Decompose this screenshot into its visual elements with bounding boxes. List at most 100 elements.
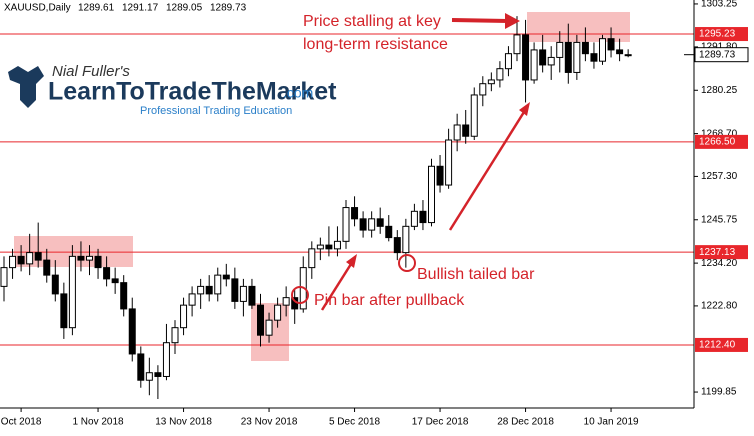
level-label-bg	[695, 245, 748, 260]
candle-body	[385, 225, 393, 239]
candle-body	[51, 274, 59, 295]
arrow-head	[505, 13, 520, 29]
candle-body	[616, 49, 624, 55]
candle-body	[504, 53, 512, 70]
candle-body	[222, 274, 230, 280]
candle-body	[214, 274, 222, 295]
candle-body	[479, 83, 487, 96]
level-label: 1266.50	[699, 137, 736, 148]
y-tick-label: 1268.70	[701, 128, 738, 139]
header: XAUUSD,Daily 1289.61 1291.17 1289.05 1289.7…	[4, 3, 247, 14]
candle-body	[590, 53, 598, 62]
candle-body	[162, 342, 170, 377]
x-tick-label: 10 Jan 2019	[584, 417, 639, 428]
x-tick-label: 28 Dec 2018	[497, 417, 554, 428]
candle-body	[154, 372, 162, 377]
candle-body	[599, 38, 606, 62]
arrow	[448, 111, 526, 231]
arrow	[320, 263, 353, 311]
candle-body	[43, 259, 51, 276]
arrow	[451, 18, 509, 23]
candle-body	[145, 372, 153, 381]
candle-body	[17, 255, 25, 265]
y-tick-label: 1234.20	[701, 258, 738, 269]
candle-body	[68, 255, 76, 329]
y-tick-label: 1222.80	[701, 301, 738, 312]
candle-body	[0, 267, 8, 287]
y-tick-label: 1280.25	[701, 85, 738, 96]
x-tick-label: 17 Dec 2018	[412, 417, 469, 428]
candle-body	[333, 240, 341, 250]
level-label: 1212.40	[699, 340, 736, 351]
candle-body	[368, 218, 376, 231]
current-price-bg	[694, 47, 749, 63]
candle-body	[530, 49, 538, 81]
y-tick-label: 1199.85	[701, 387, 737, 398]
y-tick-label: 1291.80	[701, 42, 738, 53]
x-tick-label: 13 Nov 2018	[155, 417, 212, 428]
y-tick-label: 1257.30	[701, 171, 738, 182]
candle-body	[376, 218, 384, 227]
y-tick-label: 1303.25	[701, 0, 738, 10]
candle-body	[188, 293, 196, 306]
candle-body	[111, 278, 119, 284]
candle-body	[34, 252, 42, 261]
candle-body	[342, 207, 350, 242]
candle-body	[86, 255, 93, 261]
candle-body	[274, 304, 282, 321]
candle-body	[26, 252, 34, 265]
candle-body	[470, 94, 478, 137]
candle-body	[496, 68, 504, 81]
candle-body	[522, 34, 530, 81]
candle-body	[128, 308, 136, 355]
quote-value: 1289.61	[78, 3, 115, 14]
annotation: Bullish tailed bar	[417, 266, 535, 283]
candle-body	[103, 267, 111, 280]
candle-body	[248, 285, 256, 306]
candle-body	[316, 244, 324, 250]
candle-body	[513, 34, 521, 55]
candle-body	[393, 237, 401, 254]
candle-body	[607, 38, 615, 51]
candle-body	[410, 210, 418, 227]
quote-value: 1289.05	[166, 3, 203, 14]
highlight-circle	[291, 286, 309, 304]
current-price-label: 1289.73	[699, 49, 736, 60]
candle-body	[445, 139, 453, 186]
plot	[0, 16, 694, 399]
candle-body	[462, 124, 470, 137]
candle-body	[564, 41, 572, 73]
annotation: Price stalling at key	[303, 13, 441, 30]
candle-body	[351, 207, 359, 220]
y-tick-label: 1245.75	[701, 214, 738, 225]
logo-brand: LearnToTradeTheMarket	[48, 78, 337, 106]
candle-body	[556, 41, 564, 58]
candle-body	[77, 255, 85, 261]
candle-body	[137, 353, 145, 381]
candle-body	[231, 278, 239, 302]
level-label: 1295.23	[699, 29, 736, 40]
candle-body	[257, 304, 264, 336]
highlight-circle	[398, 254, 416, 272]
resistance-zone	[527, 12, 630, 42]
candle-body	[581, 41, 589, 55]
level-label-bg	[695, 134, 748, 149]
logo: Nial Fuller's LearnToTradeTheMarket .com…	[8, 63, 337, 117]
candle-body	[60, 293, 68, 329]
candle-body	[402, 225, 410, 254]
level-label-bg	[695, 27, 748, 42]
annotations: Price stalling at key long-term resistan…	[291, 13, 535, 311]
x-tick-label: 5 Dec 2018	[329, 417, 381, 428]
candle-body	[453, 124, 461, 141]
zones	[14, 12, 630, 361]
candle-body	[308, 248, 316, 269]
logo-tld: .com	[283, 85, 313, 101]
candle-body	[624, 54, 632, 57]
candle-body	[436, 165, 444, 186]
x-tick-label: 23 Nov 2018	[241, 417, 298, 428]
candle-body	[94, 255, 102, 269]
candle-body	[282, 297, 290, 306]
arrow-head	[519, 102, 530, 116]
